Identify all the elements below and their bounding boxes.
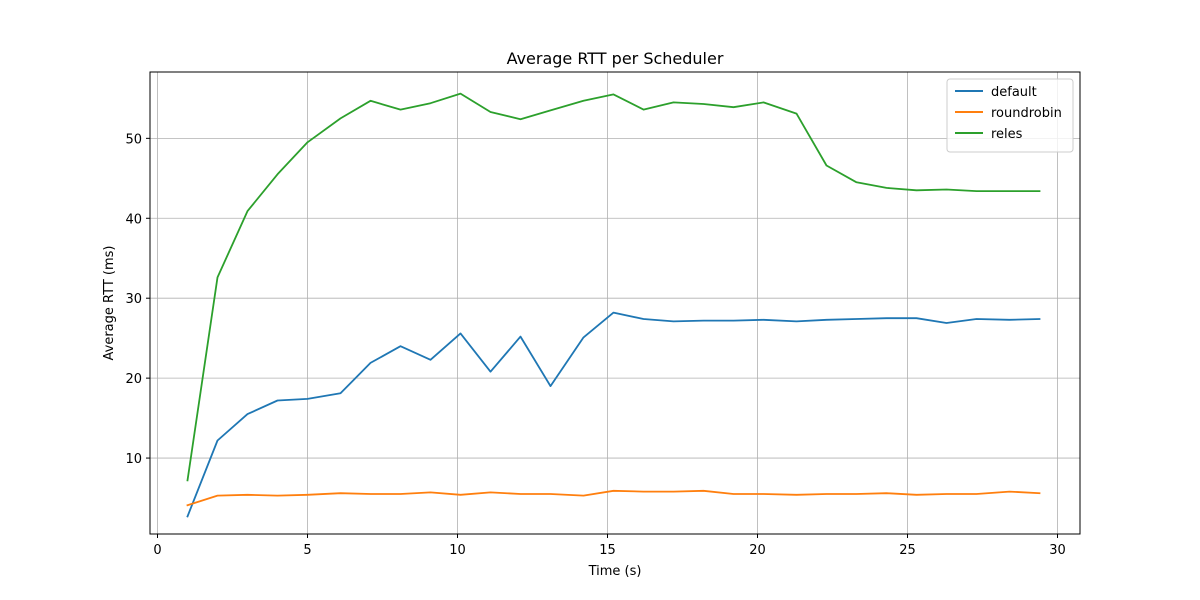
legend-label-reles: reles xyxy=(991,127,1023,142)
x-tick-label: 15 xyxy=(599,543,616,558)
x-tick-label: 30 xyxy=(1049,543,1066,558)
series-line-roundrobin xyxy=(186,489,1041,507)
y-tick-label: 30 xyxy=(125,292,142,307)
legend-label-default: default xyxy=(991,85,1037,100)
series-line-default xyxy=(186,311,1041,518)
legend-label-roundrobin: roundrobin xyxy=(991,106,1062,121)
y-tick-label: 10 xyxy=(125,452,142,467)
y-tick-label: 40 xyxy=(125,212,142,227)
y-tick-label: 50 xyxy=(125,132,142,147)
grid-lines xyxy=(150,72,1080,534)
x-tick-label: 5 xyxy=(303,543,311,558)
series-lines xyxy=(186,92,1041,518)
x-tick-label: 0 xyxy=(153,543,161,558)
legend: default roundrobin reles xyxy=(946,78,1074,153)
axis-ticks: 0 5 10 15 20 25 30 10 20 30 40 50 xyxy=(125,132,1065,558)
series-line-reles xyxy=(186,92,1041,482)
plot-frame xyxy=(149,71,1081,535)
x-tick-label: 25 xyxy=(899,543,916,558)
y-tick-label: 20 xyxy=(125,372,142,387)
x-tick-label: 20 xyxy=(749,543,766,558)
x-axis-title: Time (s) xyxy=(588,564,642,579)
y-axis-title: Average RTT (ms) xyxy=(102,246,117,361)
chart-title: Average RTT per Scheduler xyxy=(507,49,724,68)
x-tick-label: 10 xyxy=(449,543,466,558)
